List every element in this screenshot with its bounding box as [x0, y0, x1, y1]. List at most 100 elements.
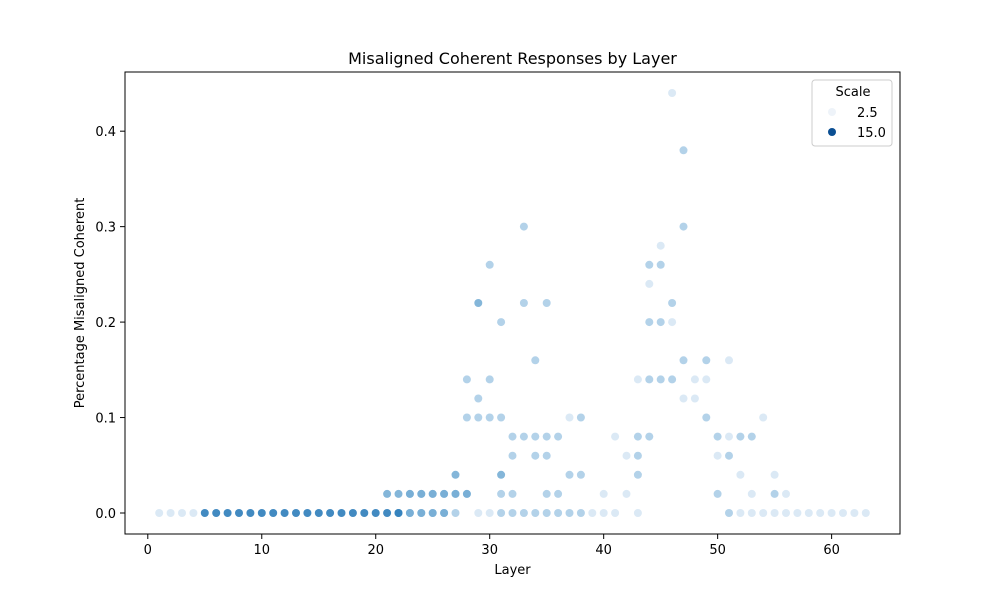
- data-point: [542, 299, 551, 307]
- data-point: [292, 509, 300, 517]
- data-point: [725, 451, 733, 460]
- data-point: [542, 489, 551, 498]
- data-point: [519, 432, 528, 441]
- data-point: [656, 241, 665, 250]
- data-point: [656, 375, 665, 384]
- data-point: [542, 432, 551, 441]
- data-point: [713, 489, 722, 498]
- data-point: [212, 509, 221, 517]
- data-point: [725, 432, 733, 441]
- data-point: [622, 451, 631, 460]
- data-point: [747, 489, 756, 498]
- data-point: [383, 489, 392, 498]
- data-point: [782, 509, 790, 517]
- legend-label-15-0: 15.0: [857, 126, 886, 141]
- data-point: [497, 413, 506, 422]
- data-point: [736, 432, 745, 441]
- data-point: [633, 509, 642, 517]
- data-point: [827, 509, 836, 517]
- data-point: [451, 470, 460, 479]
- data-point: [576, 413, 585, 422]
- data-point: [485, 509, 494, 517]
- data-point: [850, 509, 859, 517]
- data-point: [668, 89, 677, 97]
- data-point: [633, 375, 642, 384]
- data-point: [519, 299, 528, 307]
- data-point: [645, 279, 654, 288]
- data-point: [611, 509, 620, 517]
- data-point: [508, 432, 517, 441]
- data-points: [155, 89, 870, 517]
- data-point: [576, 509, 585, 517]
- data-point: [485, 260, 494, 269]
- data-point: [440, 489, 449, 498]
- data-point: [770, 470, 779, 479]
- x-axis-label: Layer: [494, 563, 531, 578]
- data-point: [747, 432, 756, 441]
- data-point: [497, 318, 506, 327]
- data-point: [440, 509, 449, 517]
- data-point: [759, 509, 768, 517]
- data-point: [326, 509, 335, 517]
- data-point: [679, 356, 688, 365]
- x-tick-label: 60: [823, 543, 840, 558]
- data-point: [394, 489, 403, 498]
- data-point: [713, 432, 722, 441]
- data-point: [462, 375, 471, 384]
- data-point: [554, 489, 563, 498]
- data-point: [725, 356, 733, 365]
- y-tick-label: 0.3: [95, 221, 116, 236]
- data-point: [542, 451, 551, 460]
- data-point: [519, 509, 528, 517]
- data-point: [508, 509, 517, 517]
- data-point: [793, 509, 802, 517]
- data-point: [645, 432, 654, 441]
- data-point: [679, 394, 688, 403]
- data-point: [668, 299, 677, 307]
- data-point: [269, 509, 278, 517]
- y-tick-label: 0.2: [95, 316, 116, 331]
- data-point: [451, 509, 460, 517]
- data-point: [497, 489, 506, 498]
- data-point: [702, 413, 711, 422]
- data-point: [861, 509, 870, 517]
- data-point: [554, 432, 563, 441]
- data-point: [178, 509, 186, 517]
- data-point: [531, 432, 540, 441]
- data-point: [599, 489, 608, 498]
- y-tick-label: 0.4: [95, 125, 116, 140]
- x-tick-label: 40: [595, 543, 612, 558]
- x-tick-label: 20: [367, 543, 384, 558]
- data-point: [576, 470, 585, 479]
- y-axis-label: Percentage Misaligned Coherent: [73, 198, 88, 409]
- data-point: [782, 489, 790, 498]
- data-point: [280, 509, 289, 517]
- data-point: [531, 509, 540, 517]
- legend-marker-2-5: [828, 108, 836, 116]
- data-point: [839, 509, 847, 517]
- data-point: [668, 318, 677, 327]
- data-point: [725, 509, 733, 517]
- y-axis-ticks: 0.0 0.1 0.2 0.3 0.4: [95, 125, 125, 522]
- x-tick-label: 0: [144, 543, 152, 558]
- data-point: [394, 509, 403, 517]
- y-tick-label: 0.1: [95, 412, 116, 427]
- data-point: [485, 413, 494, 422]
- legend-label-2-5: 2.5: [857, 106, 878, 121]
- data-point: [747, 509, 756, 517]
- data-point: [554, 509, 563, 517]
- data-point: [166, 509, 175, 517]
- data-point: [200, 509, 209, 517]
- data-point: [462, 489, 471, 498]
- data-point: [451, 489, 460, 498]
- data-point: [485, 375, 494, 384]
- data-point: [417, 509, 426, 517]
- data-point: [633, 432, 642, 441]
- data-point: [542, 509, 551, 517]
- data-point: [314, 509, 323, 517]
- data-point: [257, 509, 266, 517]
- data-point: [360, 509, 369, 517]
- data-point: [405, 509, 414, 517]
- data-point: [565, 413, 574, 422]
